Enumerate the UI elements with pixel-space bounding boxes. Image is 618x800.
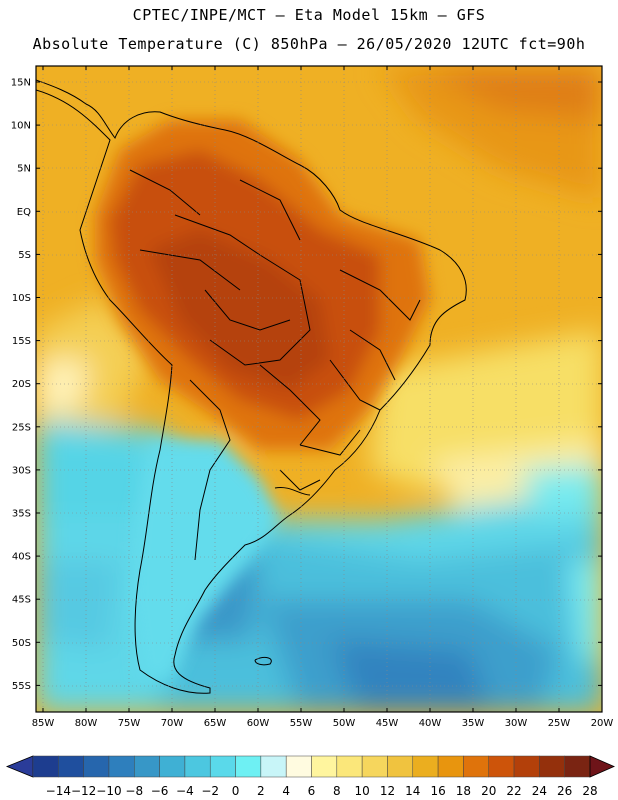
- colorbar-swatch: [412, 755, 439, 778]
- lat-label: 10N: [11, 121, 31, 132]
- lon-label: 45W: [376, 718, 399, 729]
- colorbar-low-arrow: [5, 755, 34, 778]
- colorbar-swatch: [437, 755, 464, 778]
- lat-label: EQ: [17, 207, 31, 218]
- colorbar-swatch: [58, 755, 84, 778]
- colorbar-label: 18: [456, 784, 471, 798]
- colorbar-swatch: [260, 755, 287, 778]
- lat-label: 5S: [18, 250, 31, 261]
- lat-label: 25S: [12, 422, 31, 433]
- lon-label: 65W: [204, 718, 227, 729]
- colorbar-swatch: [539, 755, 565, 778]
- map-frame: [35, 65, 603, 713]
- lat-label: 30S: [12, 465, 31, 476]
- country-borders: [36, 79, 467, 694]
- colorbar-swatch: [488, 755, 515, 778]
- lon-label: 60W: [247, 718, 270, 729]
- colorbar-label: 4: [282, 784, 290, 798]
- lat-label: 10S: [12, 293, 31, 304]
- colorbar-label: −10: [96, 784, 121, 798]
- colorbar-label: 2: [257, 784, 265, 798]
- colorbar-label: 6: [308, 784, 316, 798]
- lat-label: 15N: [11, 78, 31, 89]
- colorbar-label: 24: [532, 784, 547, 798]
- lon-label: 50W: [333, 718, 356, 729]
- lon-label: 75W: [118, 718, 141, 729]
- colorbar-swatch: [513, 755, 540, 778]
- colorbar-swatch: [463, 755, 489, 778]
- colorbar-label: −4: [176, 784, 194, 798]
- colorbar-swatch: [83, 755, 110, 778]
- colorbar-swatch: [159, 755, 186, 778]
- colorbar: −14 −12 −10 −8 −6 −4 −2 0 2 4 6 8 10 12 14 16 18 20 22 24 26…: [5, 755, 615, 798]
- lat-label: 35S: [12, 509, 31, 520]
- lat-label: 50S: [12, 638, 31, 649]
- lon-label: 25W: [548, 718, 571, 729]
- title-line-2: Absolute Temperature (C) 850hPa – 26/05/…: [32, 35, 586, 53]
- colorbar-label: −12: [71, 784, 96, 798]
- axis-ticks: [36, 66, 603, 712]
- colorbar-label: 14: [405, 784, 420, 798]
- colorbar-label: −6: [151, 784, 169, 798]
- colorbar-swatch: [387, 755, 414, 778]
- colorbar-swatch: [108, 755, 135, 778]
- lon-label: 85W: [32, 718, 55, 729]
- colorbar-swatch: [336, 755, 363, 778]
- colorbar-label: 22: [506, 784, 521, 798]
- colorbar-label: 8: [333, 784, 341, 798]
- lat-label: 5N: [17, 164, 31, 175]
- colorbar-label: 28: [582, 784, 597, 798]
- lat-label: 40S: [12, 552, 31, 563]
- colorbar-swatch: [209, 755, 236, 778]
- colorbar-swatch: [361, 755, 388, 778]
- colorbar-label: −2: [201, 784, 219, 798]
- lon-label: 70W: [161, 718, 184, 729]
- lon-label: 80W: [75, 718, 98, 729]
- lat-label: 20S: [12, 379, 31, 390]
- colorbar-label: 20: [481, 784, 496, 798]
- colorbar-swatch: [564, 755, 591, 778]
- lat-label: 45S: [12, 595, 31, 606]
- colorbar-label: −8: [125, 784, 143, 798]
- colorbar-swatch: [134, 755, 160, 778]
- longitude-labels: 85W 80W 75W 70W 65W 60W 55W 50W 45W 40W 35W 30W 25W 2…: [32, 718, 614, 729]
- lat-label: 15S: [12, 336, 31, 347]
- colorbar-label: 0: [232, 784, 240, 798]
- colorbar-label: 26: [557, 784, 572, 798]
- colorbar-label: 16: [430, 784, 445, 798]
- lat-label: 55S: [12, 681, 31, 692]
- colorbar-swatch: [311, 755, 338, 778]
- temperature-field: [36, 66, 602, 712]
- lon-label: 55W: [290, 718, 313, 729]
- colorbar-swatch: [285, 755, 312, 778]
- colorbar-swatch: [235, 755, 262, 778]
- colorbar-label: 12: [380, 784, 395, 798]
- title-line-1: CPTEC/INPE/MCT – Eta Model 15km – GFS: [132, 6, 486, 24]
- latitude-labels: 15N 10N 5N EQ 5S 10S 15S 20S 25S 30S 35S 40S 45S 50S 5…: [11, 78, 31, 692]
- lon-label: 35W: [462, 718, 485, 729]
- colorbar-high-arrow: [589, 755, 615, 778]
- lon-label: 30W: [505, 718, 528, 729]
- lon-label: 20W: [591, 718, 614, 729]
- colorbar-label: 10: [354, 784, 369, 798]
- colorbar-label: −14: [46, 784, 71, 798]
- lon-label: 40W: [419, 718, 442, 729]
- colorbar-swatch: [184, 755, 211, 778]
- colorbar-swatch: [32, 755, 59, 778]
